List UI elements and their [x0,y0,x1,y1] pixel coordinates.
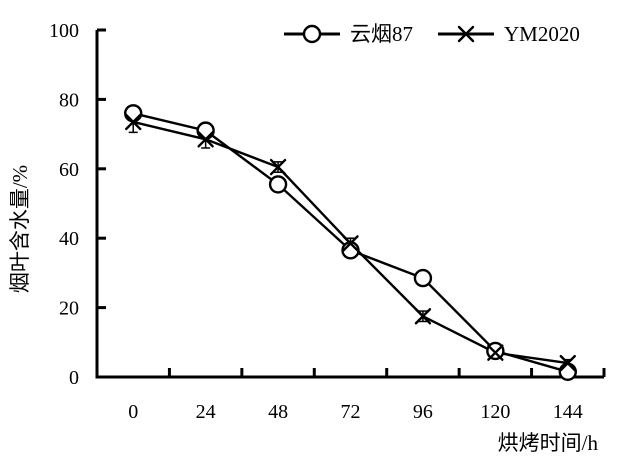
y-tick-label: 100 [49,20,79,42]
legend-label-yunyan87: 云烟87 [350,22,413,46]
legend-swatch-circle-marker-icon [284,24,340,44]
x-tick-label: 48 [268,401,288,423]
x-tick-label: 0 [128,401,138,423]
x-tick-label: 72 [341,401,361,423]
x-tick-label: 24 [196,401,216,423]
legend-item-ym2020: YM2020 [437,21,580,47]
x-marker-icon [487,344,504,361]
x-tick-label: 144 [553,401,583,423]
x-axis-title: 烘烤时间/h [497,431,598,455]
x-marker-icon [269,158,287,176]
y-tick-label: 20 [59,298,79,320]
x-marker-icon [414,308,432,325]
x-marker-icon [125,113,142,131]
y-tick-label: 0 [69,367,79,389]
y-axis-title: 烟叶含水量/% [8,164,32,294]
legend-item-yunyan87: 云烟87 [283,21,413,47]
legend-label-ym2020: YM2020 [504,22,580,46]
x-marker-icon [342,235,359,252]
legend-swatch-x-marker-icon [438,25,494,43]
circle-marker-icon [124,104,143,123]
y-tick-label: 60 [59,159,79,181]
y-tick-label: 80 [59,89,79,111]
circle-marker-icon [268,175,288,194]
x-marker-icon [457,25,475,43]
circle-marker-icon [413,268,433,288]
x-tick-label: 96 [413,401,433,423]
x-marker-icon [559,354,576,372]
x-marker-icon [197,131,214,148]
circle-marker-icon [486,341,505,361]
legend: 云烟87 YM2020 [283,21,580,47]
axis-lines [95,30,604,379]
circle-marker-icon [302,24,322,44]
y-tick-label: 40 [59,228,79,250]
x-tick-label: 120 [480,401,510,423]
circle-marker-icon [558,362,577,381]
circle-marker-icon [196,121,215,140]
